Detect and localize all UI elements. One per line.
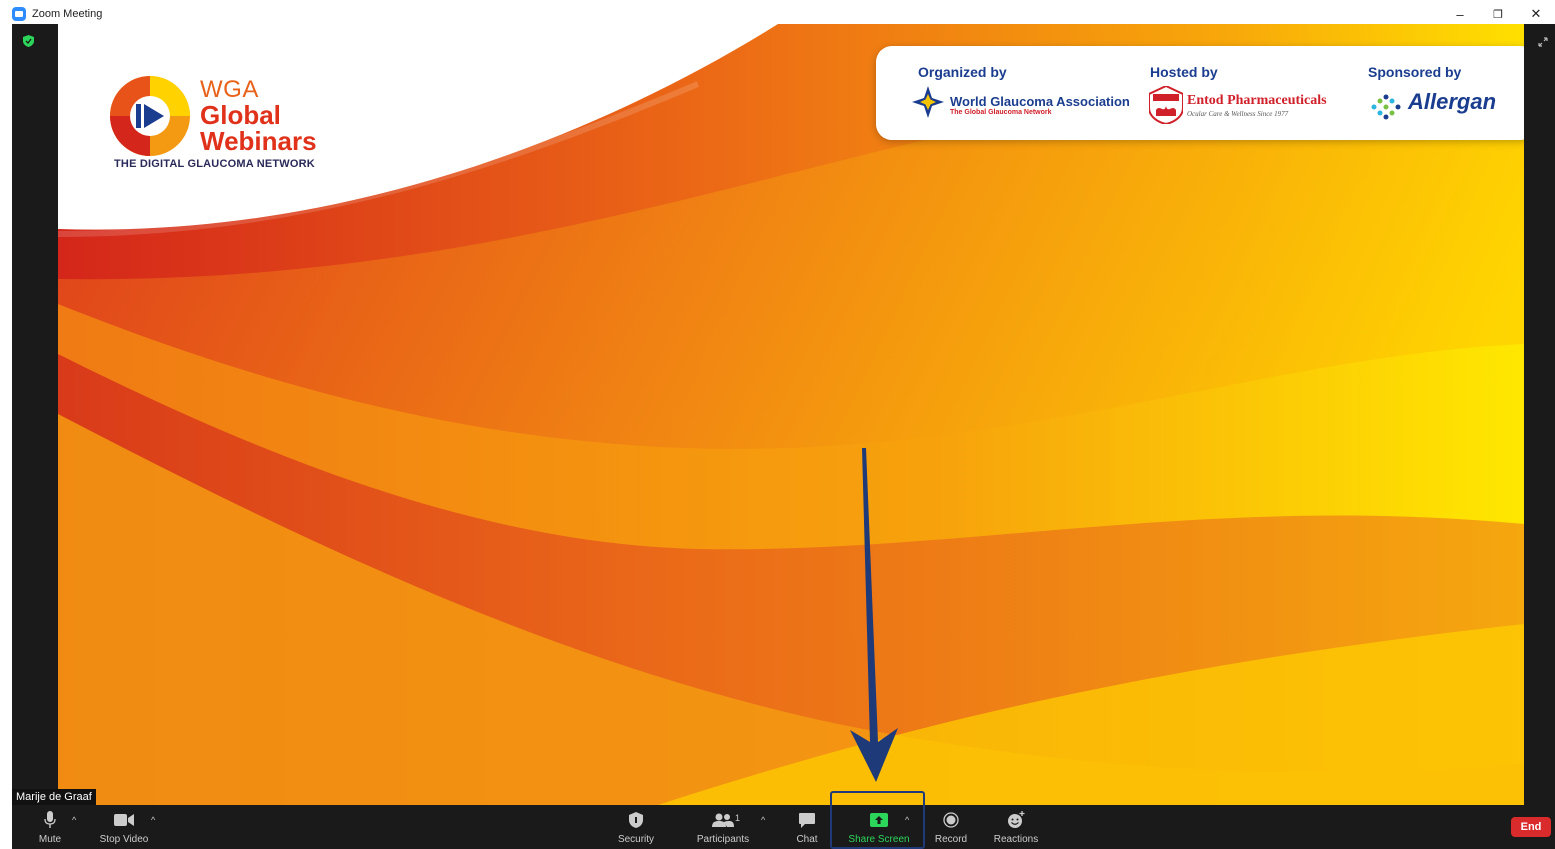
video-camera-icon bbox=[114, 814, 134, 826]
sponsor-card: Organized by World Glaucoma Association … bbox=[876, 46, 1524, 140]
hosted-by-header: Hosted by bbox=[1150, 64, 1218, 80]
organizer-name: World Glaucoma Association bbox=[950, 94, 1130, 109]
window-title: Zoom Meeting bbox=[32, 8, 103, 20]
sponsor-name: Allergan bbox=[1408, 89, 1497, 114]
share-options-caret[interactable]: ^ bbox=[905, 815, 910, 825]
chat-label: Chat bbox=[796, 834, 818, 845]
participants-count: 1 bbox=[735, 813, 741, 823]
logo-global-text: Global bbox=[200, 100, 281, 130]
host-name: Entod Pharmaceuticals bbox=[1187, 93, 1327, 108]
wga-play-logo-icon bbox=[110, 76, 190, 156]
share-screen-icon bbox=[870, 813, 888, 827]
security-shield-icon bbox=[629, 812, 643, 828]
shared-slide: WGA Global Webinars THE DIGITAL GLAUCOMA… bbox=[58, 24, 1524, 805]
expand-icon[interactable] bbox=[1537, 36, 1549, 48]
logo-wga-text: WGA bbox=[200, 76, 259, 103]
end-meeting-button[interactable]: End bbox=[1511, 817, 1551, 837]
minimize-button[interactable]: – bbox=[1456, 6, 1464, 22]
wga-logo: WGA Global Webinars THE DIGITAL GLAUCOMA… bbox=[108, 74, 378, 184]
participants-label: Participants bbox=[696, 834, 750, 845]
host-subtitle: Ocular Care & Wellness Since 1977 bbox=[1187, 110, 1289, 118]
stop-video-button[interactable]: Stop Video bbox=[98, 805, 150, 849]
microphone-icon bbox=[44, 811, 56, 828]
wga-star-logo-icon bbox=[912, 86, 944, 118]
chat-button[interactable]: Chat bbox=[792, 805, 822, 849]
mute-button[interactable]: Mute bbox=[36, 805, 64, 849]
allergan-dots-logo-icon bbox=[1371, 94, 1401, 120]
share-screen-label: Share Screen bbox=[848, 834, 910, 845]
share-screen-button[interactable]: Share Screen bbox=[848, 805, 910, 849]
logo-webinars-text: Webinars bbox=[200, 126, 317, 156]
logo-tagline: THE DIGITAL GLAUCOMA NETWORK bbox=[114, 158, 315, 170]
security-button[interactable]: Security bbox=[616, 805, 656, 849]
share-screen-highlight bbox=[830, 791, 925, 849]
mute-label: Mute bbox=[38, 834, 62, 845]
restore-button[interactable]: ❐ bbox=[1493, 8, 1503, 21]
zoom-app-icon bbox=[12, 7, 26, 21]
reactions-smiley-icon bbox=[1008, 811, 1025, 828]
encryption-shield-icon[interactable] bbox=[23, 35, 34, 47]
sponsored-by-header: Sponsored by bbox=[1368, 64, 1462, 80]
entod-logo-icon bbox=[1149, 86, 1183, 124]
organizer-subtitle: The Global Glaucoma Network bbox=[950, 109, 1052, 116]
participant-name-tag: Marije de Graaf bbox=[12, 789, 96, 805]
organized-by-header: Organized by bbox=[918, 64, 1007, 80]
reactions-button[interactable]: Reactions bbox=[994, 805, 1038, 849]
participants-icon bbox=[712, 813, 734, 827]
record-button[interactable]: Record bbox=[934, 805, 968, 849]
video-options-caret[interactable]: ^ bbox=[151, 815, 156, 825]
reactions-label: Reactions bbox=[993, 834, 1039, 845]
close-button[interactable]: ✕ bbox=[1530, 6, 1542, 21]
participants-options-caret[interactable]: ^ bbox=[761, 815, 766, 825]
meeting-toolbar: Mute ^ Stop Video ^ Security bbox=[12, 791, 1555, 849]
security-label: Security bbox=[617, 834, 655, 845]
record-label: Record bbox=[934, 834, 968, 845]
window-controls: – ❐ ✕ bbox=[1441, 0, 1555, 28]
record-icon bbox=[943, 812, 959, 828]
stop-video-label: Stop Video bbox=[99, 834, 149, 845]
video-stage: WGA Global Webinars THE DIGITAL GLAUCOMA… bbox=[12, 24, 1555, 805]
chat-bubble-icon bbox=[799, 812, 815, 828]
audio-options-caret[interactable]: ^ bbox=[72, 815, 77, 825]
title-bar: Zoom Meeting – ❐ ✕ bbox=[0, 0, 1555, 28]
participants-button[interactable]: Participants bbox=[696, 805, 750, 849]
